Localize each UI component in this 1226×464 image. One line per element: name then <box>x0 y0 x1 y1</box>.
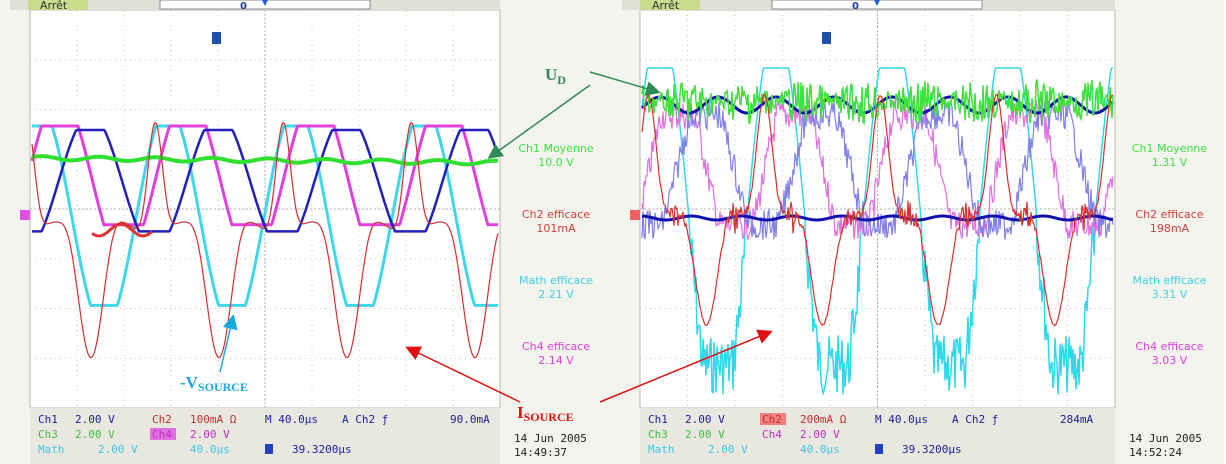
footer-text: Math <box>38 443 65 456</box>
arrow <box>589 71 661 96</box>
waveform <box>91 222 153 238</box>
waveform <box>31 154 499 167</box>
footer-text: 284mA <box>1060 413 1093 426</box>
footer-text: 2.00 V <box>685 428 725 441</box>
footer-text: 2.00 V <box>708 443 748 456</box>
measurement-label: Ch1 Moyenne <box>1132 142 1208 155</box>
trigger-marker <box>212 32 221 44</box>
footer-text: 2.00 V <box>800 428 840 441</box>
arrow <box>487 84 591 159</box>
footer-text: Ch1 <box>648 413 668 426</box>
arrow <box>599 329 773 403</box>
footer-text: 40.0µs <box>190 443 230 456</box>
footer-text: Ch4 <box>152 428 172 441</box>
measurement-label: Math efficace <box>519 274 593 287</box>
channel-marker <box>630 210 640 220</box>
label-bg <box>150 428 176 440</box>
footer-text: 90.0mA <box>450 413 490 426</box>
footer-text: 40.0µs <box>800 443 840 456</box>
trigger-marker <box>822 32 831 44</box>
trigger-pos: 0 <box>240 1 247 12</box>
footer-text: Ch2 <box>152 413 172 426</box>
footer-text: 39.3200µs <box>292 443 352 456</box>
status-badge <box>640 0 700 10</box>
footer-text: Ch1 <box>38 413 58 426</box>
footer-text: M 40.0µs <box>875 413 928 426</box>
footer-text: A Ch2 ƒ <box>952 413 998 426</box>
footer-text: Ch4 <box>762 428 782 441</box>
measurement-value: 1.31 V <box>1152 156 1188 169</box>
measurement-label: Ch1 Moyenne <box>518 142 594 155</box>
footer-text: 100mA Ω <box>190 413 237 426</box>
footer-text: 2.00 V <box>190 428 230 441</box>
status-badge <box>28 0 88 10</box>
footer-bg <box>30 408 500 464</box>
date: 14 Jun 2005 <box>514 432 587 445</box>
measurement-value: 2.14 V <box>538 354 574 367</box>
vsource-label: -VSOURCE <box>180 373 248 394</box>
date: 14 Jun 2005 <box>1129 432 1202 445</box>
footer-text: Ch3 <box>38 428 58 441</box>
waveform <box>641 214 1114 222</box>
footer-text: Ch2 <box>762 413 782 426</box>
label-bg <box>760 413 786 425</box>
waveform <box>32 124 498 307</box>
position-icon <box>265 444 273 454</box>
channel-marker <box>20 210 30 220</box>
footer-text: 2.00 V <box>75 428 115 441</box>
footer-text: Ch3 <box>648 428 668 441</box>
measurement-label: Ch4 efficace <box>1135 340 1203 353</box>
measurement-label: Ch2 efficace <box>522 208 590 221</box>
footer-text: 2.00 V <box>685 413 725 426</box>
waveform <box>31 121 499 359</box>
trigger-pos: 0 <box>852 1 859 12</box>
footer-text: Math <box>648 443 675 456</box>
time: 14:52:24 <box>1129 446 1182 459</box>
annotations: UD -VSOURCE ISOURCE <box>180 65 773 424</box>
waveform <box>641 79 1114 126</box>
footer-text: M 40.0µs <box>265 413 318 426</box>
footer-text: 2.00 V <box>75 413 115 426</box>
measurement-value: 198mA <box>1150 222 1190 235</box>
measurement-value: 10.0 V <box>538 156 574 169</box>
measurement-value: 101mA <box>536 222 576 235</box>
measurement-value: 3.03 V <box>1152 354 1188 367</box>
isource-label: ISOURCE <box>517 403 574 424</box>
waveform <box>641 93 1114 327</box>
status: Arrêt <box>652 0 680 12</box>
measurement-value: 2.21 V <box>538 288 574 301</box>
trigger-arrow <box>874 0 880 6</box>
ud-label: UD <box>545 65 566 87</box>
waveform <box>641 100 1114 240</box>
footer-text: A Ch2 ƒ <box>342 413 388 426</box>
trigger-arrow <box>262 0 268 6</box>
status: Arrêt <box>40 0 68 12</box>
footer-text: 200mA Ω <box>800 413 847 426</box>
position-icon <box>875 444 883 454</box>
waveform <box>641 67 1113 396</box>
measurement-label: Math efficace <box>1132 274 1206 287</box>
footer-text: 2.00 V <box>98 443 138 456</box>
measurement-value: 3.31 V <box>1152 288 1188 301</box>
arrow <box>219 314 238 373</box>
measurement-label: Ch2 efficace <box>1135 208 1203 221</box>
footer-bg <box>640 408 1115 464</box>
time: 14:49:37 <box>514 446 567 459</box>
arrow <box>405 346 521 403</box>
measurement-label: Ch4 efficace <box>522 340 590 353</box>
footer-text: 39.3200µs <box>902 443 962 456</box>
waveform <box>32 128 500 233</box>
